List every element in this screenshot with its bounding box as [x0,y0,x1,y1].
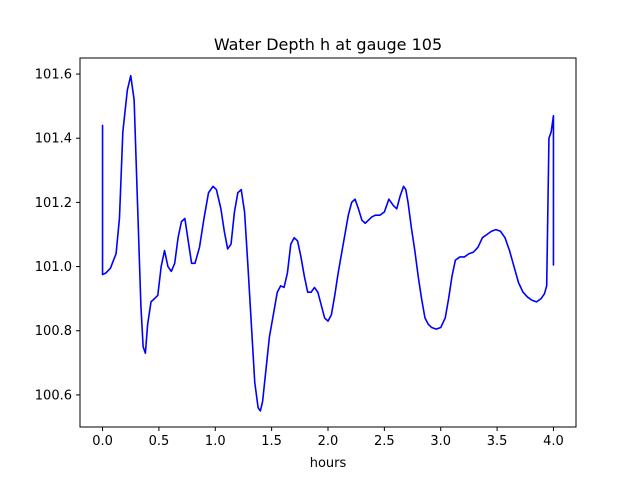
x-tick-label: 4.0 [543,434,564,449]
x-axis-label: hours [310,456,347,471]
x-tick-label: 0.5 [149,434,170,449]
series-layer [101,74,555,412]
y-tick-label: 101.2 [35,196,72,211]
plot-area: 0.0 0.5 1.0 1.5 2.0 2.5 3.0 3.5 4.0 100.6100.810… [35,57,577,449]
y-tick-label: 101.4 [35,132,72,147]
y-tick-label: 100.8 [35,324,72,339]
x-tick-label: 1.5 [261,434,282,449]
x-tick-label: 2.5 [374,434,395,449]
y-tick-label: 101.0 [35,260,72,275]
x-axis-ticks: 0.0 0.5 1.0 1.5 2.0 2.5 3.0 3.5 4.0 [92,427,564,449]
series-line-0 [101,74,555,412]
x-tick-label: 2.0 [318,434,339,449]
y-tick-label: 101.6 [35,68,72,83]
x-tick-label: 1.0 [205,434,226,449]
x-tick-label: 3.0 [430,434,451,449]
y-axis-ticks: 100.6 100.8 101.0 101.2 101.4 101.6 [35,68,80,403]
y-tick-label: 100.6 [35,388,72,403]
x-tick-label: 3.5 [487,434,508,449]
x-tick-label: 0.0 [92,434,113,449]
chart-title: Water Depth h at gauge 105 [214,35,442,54]
